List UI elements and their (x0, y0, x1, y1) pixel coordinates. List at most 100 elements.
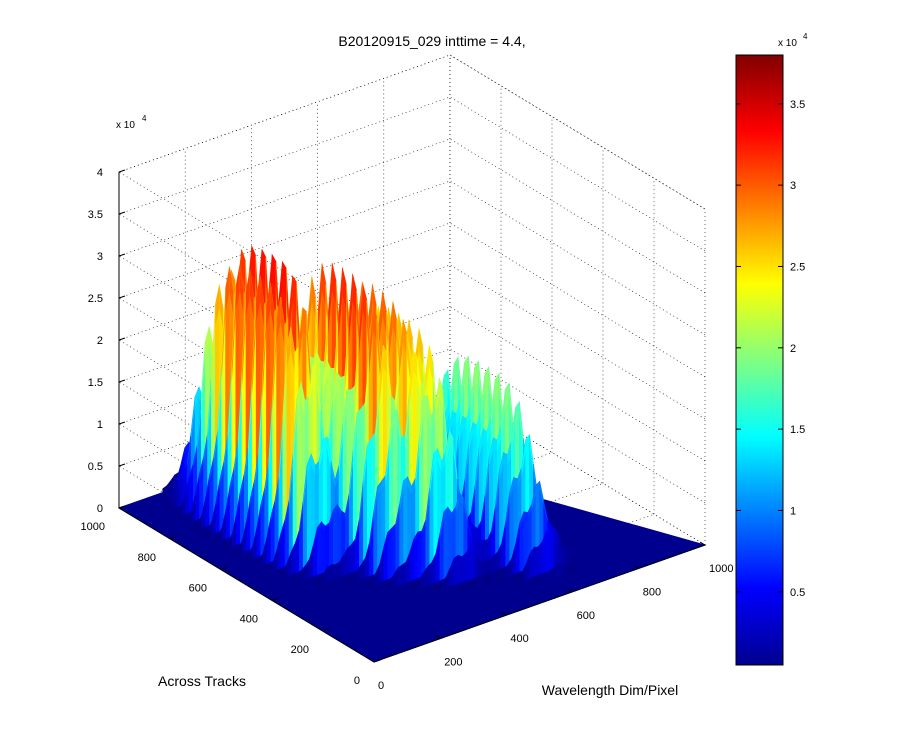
z-tick-mark (118, 295, 126, 299)
surface-facet (491, 505, 496, 534)
surface-facet (242, 291, 246, 389)
z-tick-label: 2.5 (88, 293, 103, 305)
surface-facet (518, 572, 523, 577)
surface-facet (191, 396, 195, 440)
surface-facet (335, 465, 339, 489)
surface-facet (312, 363, 317, 385)
surface-facet (476, 577, 481, 581)
surface-facet (299, 500, 304, 535)
grid-line (449, 180, 706, 336)
surface-facet (261, 249, 266, 285)
surface-facet (234, 439, 239, 475)
surface-facet (416, 579, 420, 584)
surface-facet (523, 511, 528, 518)
surface-facet (343, 548, 348, 558)
colorbar-tick-label: 1 (790, 505, 796, 517)
surface-facet (212, 502, 216, 523)
surface-facet (357, 564, 362, 571)
surface-facet (337, 504, 342, 517)
surface-facet (179, 475, 184, 487)
surface-facet (322, 359, 327, 398)
surface-facet (180, 447, 185, 468)
x-tick-label: 200 (444, 657, 462, 669)
surface-facet (327, 436, 331, 472)
surface-facet (269, 562, 274, 569)
surface-facet (205, 326, 210, 359)
surface-facet (457, 554, 463, 584)
surface-facet (270, 500, 275, 522)
x-tick-mark (368, 658, 375, 663)
surface-facet (357, 408, 362, 428)
surface-facet (456, 399, 461, 425)
surface-facet (350, 386, 355, 407)
surface-facet (377, 318, 381, 387)
surface-facet (355, 518, 360, 543)
surface-facet (434, 584, 439, 589)
surface-facet (250, 479, 255, 504)
surface-facet (383, 532, 388, 551)
surface-facet (252, 528, 257, 548)
surface-facet (231, 286, 236, 384)
surface-facet (363, 444, 368, 489)
surface-facet (222, 508, 227, 529)
surface-facet (413, 350, 418, 378)
surface-facet (221, 287, 226, 382)
surface-facet (468, 582, 473, 584)
surface-facet (176, 464, 181, 481)
surface-facet (476, 410, 481, 437)
y-tick-mark (169, 536, 177, 540)
surface-facet (342, 267, 347, 310)
grid-line (449, 54, 706, 210)
surface-facet (474, 361, 479, 384)
surface-facet (496, 572, 500, 577)
surface-facet (309, 544, 314, 561)
surface-facet (305, 395, 309, 417)
surface-facet (501, 389, 506, 438)
surface-facet (473, 525, 478, 532)
surface-facet (500, 568, 504, 574)
surface-facet (311, 276, 316, 321)
surface-facet (565, 550, 570, 556)
surface-facet (488, 367, 493, 420)
surface-facet (369, 304, 373, 375)
surface-facet (184, 442, 189, 453)
surface-facet (274, 476, 279, 507)
surface-facet (397, 410, 402, 450)
surface-facet (308, 363, 313, 412)
surface-facet (361, 557, 366, 566)
surface-facet (260, 275, 265, 328)
z-tick-label: 3 (97, 251, 103, 263)
surface-facet (318, 263, 322, 333)
surface-facet (383, 345, 388, 375)
surface-facet (379, 345, 384, 407)
surface-facet (307, 276, 312, 339)
surface-facet (407, 476, 412, 495)
surface-facet (244, 446, 249, 481)
surface-facet (266, 282, 271, 329)
y-tick-label: 0 (354, 675, 360, 687)
surface-facet (460, 584, 465, 589)
surface-facet (497, 543, 502, 554)
surface-facet (561, 549, 566, 552)
z-tick-mark (118, 253, 126, 257)
surface-facet (385, 443, 390, 485)
surface-facet (224, 542, 229, 547)
surface-facet (563, 546, 568, 551)
surface-facet (334, 318, 339, 386)
grid-line (118, 171, 375, 327)
surface-facet (365, 354, 369, 419)
z-tick-label: 2 (97, 335, 103, 347)
surface-facet (403, 319, 407, 356)
surface-facet (288, 276, 293, 342)
surface-facet (302, 307, 307, 336)
z-exponent-power: 4 (142, 114, 147, 123)
surface-facet (234, 548, 239, 553)
surface-facet (444, 370, 448, 390)
surface-facet (352, 273, 357, 316)
surface-facet (338, 267, 343, 341)
surface-facet (285, 500, 290, 525)
x-tick-label: 800 (643, 586, 661, 598)
surface-facet (428, 562, 432, 569)
surface-facet (450, 363, 455, 411)
surface-facet (409, 539, 414, 556)
